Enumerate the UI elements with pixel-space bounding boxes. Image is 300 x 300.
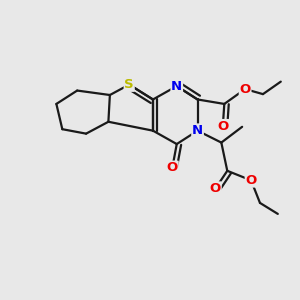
- Text: O: O: [167, 161, 178, 174]
- Text: S: S: [124, 78, 134, 91]
- Text: O: O: [210, 182, 221, 195]
- Text: N: N: [192, 124, 203, 137]
- Text: O: O: [217, 120, 228, 133]
- Text: O: O: [239, 82, 251, 96]
- Text: N: N: [171, 80, 182, 93]
- Text: O: O: [245, 174, 257, 187]
